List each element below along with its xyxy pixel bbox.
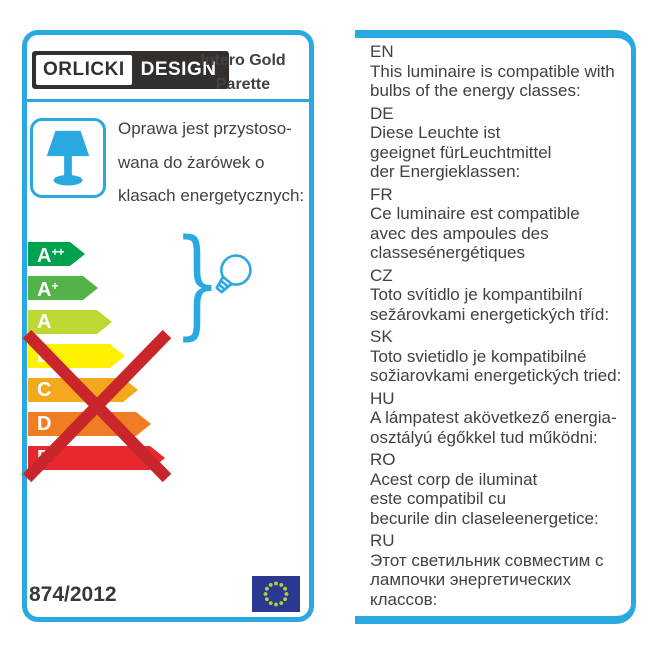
language-text-line: osztályú égőkkel tud működni: (370, 427, 598, 447)
language-block-fr: FR Ce luminaire est compatible avec des am… (370, 185, 625, 263)
language-block-sk: SK Toto svietidlo je kompatibilné sožiarov… (370, 327, 625, 386)
eu-star-dot (263, 592, 268, 596)
polish-line: klasach energetycznych: (118, 186, 305, 205)
brace-glyph: } (174, 213, 221, 351)
language-text-line: Этот светильник совместим с (370, 550, 604, 570)
brand-logo-design: DESIGN (140, 59, 217, 80)
language-code: EN (370, 42, 394, 61)
language-text-line: лампочки энергетических (370, 570, 572, 589)
language-code: HU (370, 388, 395, 408)
eu-star-dot (283, 597, 287, 602)
language-text-line: becurile din claseleenergetice: (370, 508, 599, 528)
polish-line: wana do żarówek o (118, 152, 265, 172)
eu-star-dot (283, 586, 287, 591)
language-code: CZ (370, 265, 393, 285)
language-text-line: este compatibil cu (370, 489, 507, 508)
language-code: RU (370, 531, 395, 550)
energy-class-bar-a++: A++ (28, 242, 85, 266)
language-text-line: geeignet fürLeuchtmittel (370, 142, 552, 162)
language-text-line: der Energieklassen: (370, 162, 521, 181)
language-code: RO (370, 450, 396, 469)
energy-class-bar-a: A (28, 310, 112, 334)
language-text-line: Ce luminaire est compatible (370, 204, 580, 223)
eu-star-dot (279, 583, 284, 587)
eu-star-dot (274, 602, 278, 607)
language-text-line: This luminaire is compatible with (370, 61, 615, 81)
header-divider (27, 99, 309, 102)
eu-star-dot (268, 601, 273, 605)
product-name-line1: Intero Gold (200, 52, 286, 69)
multilingual-panel: EN This luminaire is compatible with bulbs… (355, 30, 636, 624)
energy-class-letter: D (37, 413, 52, 435)
language-text-line: sežárovkami energetických tříd: (370, 304, 610, 324)
language-block-ru: RU Этот светильник совместим с лампочки эн… (370, 531, 625, 609)
eu-star-dot (279, 601, 284, 605)
language-code: SK (370, 327, 393, 346)
language-text-line: classesénergétiques (370, 243, 525, 262)
energy-class-letter: A (37, 311, 52, 333)
lightbulb-icon (215, 254, 252, 294)
language-text-line: Toto svítidlo je kompantibilní (370, 285, 583, 304)
language-text-line: Acest corp de iluminat (370, 469, 538, 489)
brand-logo: ORLICKI DESIGN (32, 51, 230, 89)
energy-class-bar-a+: A+ (28, 276, 98, 300)
eu-star-dot (284, 592, 289, 596)
polish-description: Oprawa jest przystoso- wana do żarówek o… (118, 112, 308, 213)
table-lamp-icon (30, 118, 106, 198)
energy-class-letter: A+ (37, 279, 58, 301)
language-block-hu: HU A lámpatest akövetkező energia-osztály… (370, 389, 625, 448)
language-text-line: классов: (370, 589, 438, 609)
energy-label-panel: ORLICKI DESIGN Intero Gold Parette Opraw… (22, 30, 314, 622)
eu-star-dot (268, 583, 273, 587)
energy-class-letter: C (37, 379, 52, 401)
eu-flag-icon (252, 576, 300, 612)
regulation-number: 874/2012 (29, 583, 117, 606)
language-block-de: DE Diese Leuchte ist geeignet fürLeuchtmit… (370, 104, 625, 182)
brand-logo-orlicki: ORLICKI (36, 55, 132, 85)
eu-star-dot (265, 586, 269, 591)
language-text-line: sožiarovkami energetických tried: (370, 366, 622, 385)
energy-class-plus: + (51, 279, 58, 293)
table-lamp-glyph (46, 130, 90, 186)
language-block-en: EN This luminaire is compatible with bulbs… (370, 42, 625, 101)
language-text-line: avec des ampoules des (370, 223, 549, 243)
eu-star-dot (265, 597, 269, 602)
cross-out-x-icon (23, 329, 171, 483)
energy-class-letter: A++ (37, 245, 64, 267)
energy-class-scale: A++A+ABCDE (28, 242, 228, 480)
language-block-cz: CZ Toto svítidlo je kompantibilní sežárovk… (370, 266, 625, 325)
product-name-line2: Parette (215, 76, 271, 93)
eu-star-dot (274, 581, 278, 586)
language-text-line: bulbs of the energy classes: (370, 81, 581, 100)
language-code: FR (370, 184, 393, 204)
language-block-ro: RO Acest corp de iluminat este compatibil … (370, 450, 625, 528)
product-name: Intero Gold Parette (181, 49, 305, 97)
language-code: DE (370, 103, 394, 123)
polish-line: Oprawa jest przystoso- (118, 119, 292, 138)
language-text-line: Toto svietidlo je kompatibilné (370, 346, 587, 366)
language-text-line: Diese Leuchte ist (370, 123, 501, 142)
energy-class-plus: ++ (51, 245, 64, 259)
language-text-line: A lámpatest akövetkező energia- (370, 408, 617, 427)
